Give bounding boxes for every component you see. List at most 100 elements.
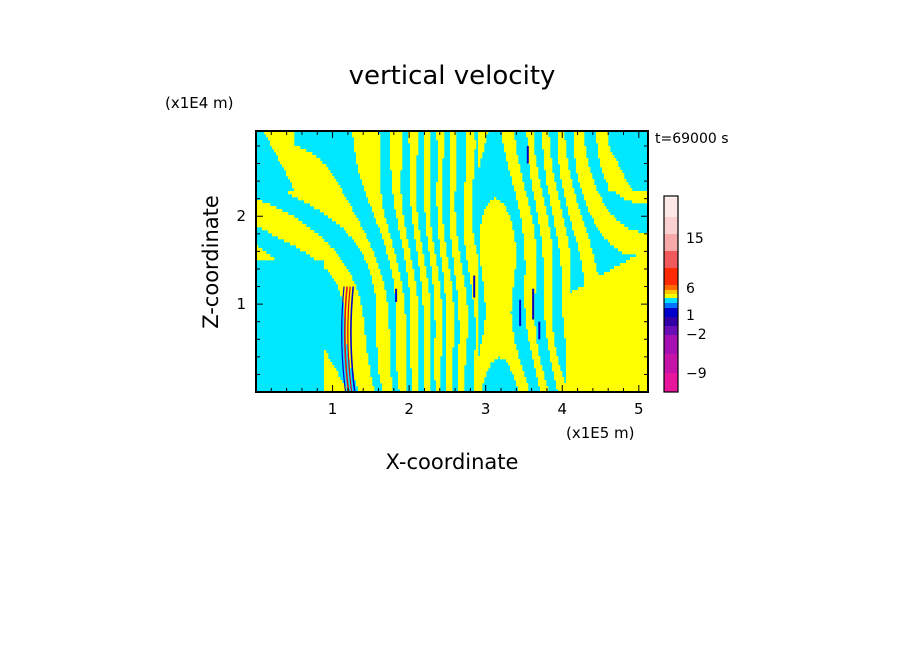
field-cell bbox=[364, 146, 367, 150]
field-cell bbox=[368, 185, 371, 189]
field-cell bbox=[462, 347, 465, 351]
field-cell bbox=[334, 260, 337, 264]
field-cell bbox=[342, 275, 345, 279]
field-cell bbox=[400, 377, 403, 381]
field-cell bbox=[500, 242, 503, 246]
field-cell bbox=[460, 323, 463, 327]
field-cell bbox=[328, 263, 331, 267]
field-cell bbox=[428, 371, 431, 375]
field-cell bbox=[510, 260, 513, 264]
field-cell bbox=[288, 140, 291, 144]
field-cell bbox=[500, 266, 503, 270]
field-cell bbox=[508, 248, 511, 252]
field-cell bbox=[498, 269, 501, 273]
field-cell bbox=[294, 164, 297, 168]
field-cell bbox=[348, 287, 351, 291]
field-cell bbox=[410, 281, 413, 285]
field-cell bbox=[436, 389, 439, 392]
field-cell bbox=[426, 365, 429, 369]
field-cell bbox=[376, 140, 379, 144]
field-cell bbox=[442, 248, 445, 252]
field-cell bbox=[398, 359, 401, 363]
field-cell bbox=[358, 332, 361, 336]
field-cell bbox=[438, 371, 441, 375]
field-cell bbox=[398, 356, 401, 360]
field-cell bbox=[314, 164, 317, 168]
field-cell bbox=[330, 257, 333, 261]
field-cell bbox=[360, 308, 363, 312]
field-cell bbox=[338, 212, 341, 216]
field-cell bbox=[370, 155, 373, 159]
field-cell bbox=[334, 368, 337, 372]
field-cell bbox=[382, 224, 385, 228]
field-cell bbox=[294, 191, 297, 195]
field-cell bbox=[374, 203, 377, 207]
field-cell bbox=[354, 302, 357, 306]
field-cell bbox=[314, 248, 317, 252]
field-cell bbox=[340, 275, 343, 279]
field-cell bbox=[410, 317, 413, 321]
field-cell bbox=[490, 338, 493, 342]
field-cell bbox=[358, 224, 361, 228]
field-cell bbox=[438, 227, 441, 231]
field-cell bbox=[404, 353, 407, 357]
field-cell bbox=[460, 356, 463, 360]
field-cell bbox=[258, 206, 261, 210]
field-cell bbox=[318, 242, 321, 246]
field-cell bbox=[430, 236, 433, 240]
field-cell bbox=[402, 365, 405, 369]
field-cell bbox=[464, 227, 467, 231]
field-cell bbox=[512, 269, 515, 273]
field-cell bbox=[508, 284, 511, 288]
field-cell bbox=[438, 182, 441, 186]
field-cell bbox=[476, 296, 479, 300]
field-cell bbox=[402, 377, 405, 381]
field-cell bbox=[300, 185, 303, 189]
field-cell bbox=[310, 164, 313, 168]
field-cell bbox=[286, 173, 289, 177]
field-cell bbox=[322, 167, 325, 171]
field-cell bbox=[326, 248, 329, 252]
field-cell bbox=[494, 341, 497, 345]
field-cell bbox=[356, 335, 359, 339]
field-cell bbox=[376, 302, 379, 306]
field-cell bbox=[446, 389, 449, 392]
field-cell bbox=[476, 254, 479, 258]
field-cell bbox=[336, 278, 339, 282]
field-cell bbox=[392, 158, 395, 162]
field-cell bbox=[384, 371, 387, 375]
field-cell bbox=[340, 383, 343, 387]
field-cell bbox=[338, 206, 341, 210]
field-cell bbox=[326, 374, 329, 378]
field-cell bbox=[400, 386, 403, 390]
field-cell bbox=[256, 248, 259, 252]
field-cell bbox=[306, 251, 309, 255]
field-cell bbox=[490, 260, 493, 264]
field-cell bbox=[472, 161, 475, 165]
field-cell bbox=[484, 254, 487, 258]
field-cell bbox=[504, 335, 507, 339]
field-cell bbox=[384, 239, 387, 243]
field-cell bbox=[372, 137, 375, 141]
field-cell bbox=[464, 290, 467, 294]
field-cell bbox=[266, 227, 269, 231]
field-cell bbox=[260, 254, 263, 258]
field-cell bbox=[378, 368, 381, 372]
field-cell bbox=[440, 146, 443, 150]
field-cell bbox=[328, 194, 331, 198]
field-cell bbox=[360, 332, 363, 336]
field-cell bbox=[448, 362, 451, 366]
field-cell bbox=[482, 275, 485, 279]
field-cell bbox=[440, 254, 443, 258]
field-cell bbox=[256, 206, 259, 210]
field-cell bbox=[486, 263, 489, 267]
field-cell bbox=[284, 167, 287, 171]
field-cell bbox=[470, 188, 473, 192]
field-cell bbox=[424, 341, 427, 345]
field-cell bbox=[268, 227, 271, 231]
field-cell bbox=[370, 140, 373, 144]
field-cell bbox=[490, 290, 493, 294]
field-cell bbox=[372, 203, 375, 207]
field-cell bbox=[502, 227, 505, 231]
field-cell bbox=[384, 311, 387, 315]
